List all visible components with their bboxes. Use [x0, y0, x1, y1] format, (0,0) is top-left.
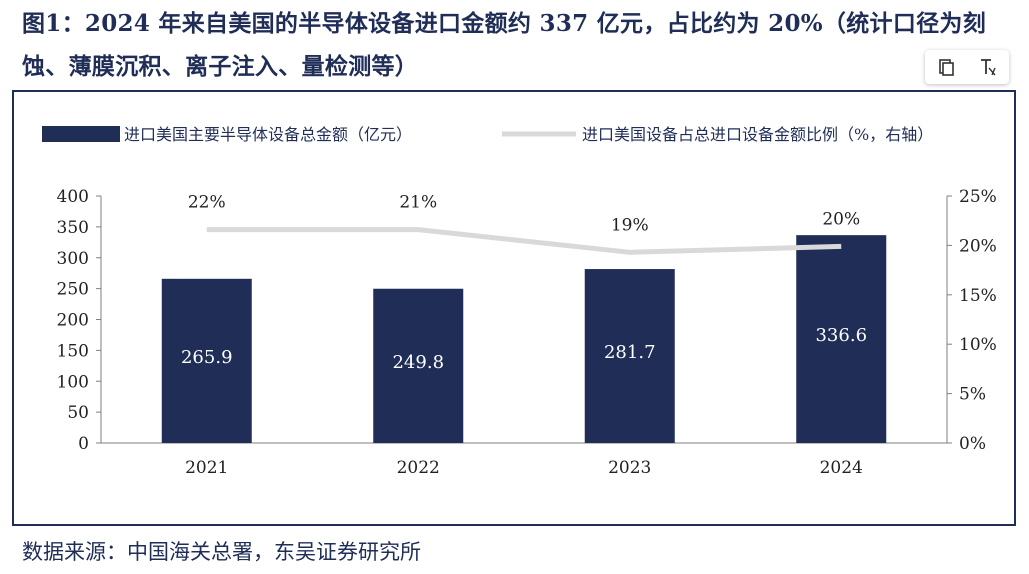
bar-2021: [161, 278, 252, 443]
y-right-tick-label: 10%: [959, 335, 997, 355]
y-left-tick-label: 0: [78, 434, 89, 454]
x-tick-label: 2023: [608, 458, 651, 478]
y-left-tick-label: 100: [57, 372, 89, 392]
y-left-tick-label: 150: [57, 341, 89, 361]
line-value-label: 19%: [611, 215, 649, 235]
bar-2023: [584, 269, 675, 443]
y-left-tick-label: 350: [57, 218, 89, 238]
bar-2022: [373, 288, 464, 443]
y-right-tick-label: 25%: [959, 187, 997, 207]
bar-value-label: 336.6: [815, 325, 867, 346]
ratio-line: [206, 227, 842, 255]
y-left-tick-label: 50: [67, 403, 89, 423]
x-tick-label: 2024: [820, 458, 863, 478]
chart-frame: 进口美国主要半导体设备总金额（亿元） 进口美国设备占总进口设备金额比例（%，右轴）…: [12, 90, 1016, 526]
copy-icon[interactable]: [933, 54, 959, 80]
floating-toolbar: [925, 50, 1009, 84]
y-left-tick-label: 300: [57, 249, 89, 269]
legend-label-bar: 进口美国主要半导体设备总金额（亿元）: [124, 125, 412, 144]
source-note: 数据来源：中国海关总署，东吴证券研究所: [22, 540, 421, 564]
line-value-label: 20%: [822, 209, 860, 229]
bar-value-label: 265.9: [181, 347, 233, 368]
y-right-tick-label: 15%: [959, 286, 997, 306]
line-value-label: 22%: [188, 193, 226, 213]
y-right-tick-label: 0%: [959, 434, 986, 454]
combo-chart: 进口美国主要半导体设备总金额（亿元） 进口美国设备占总进口设备金额比例（%，右轴）…: [42, 125, 997, 478]
translate-icon[interactable]: [975, 54, 1001, 80]
y-left-tick-label: 200: [57, 311, 89, 331]
bar-2024: [796, 235, 887, 443]
x-tick-label: 2021: [185, 458, 228, 478]
y-right-tick-label: 5%: [959, 385, 986, 405]
figure-title: 图1：2024 年来自美国的半导体设备进口金额约 337 亿元，占比约为 20%…: [22, 10, 987, 80]
bar-value-label: 281.7: [604, 342, 656, 363]
y-left-tick-label: 250: [57, 280, 89, 300]
x-tick-label: 2022: [397, 458, 440, 478]
y-left-tick-label: 400: [57, 187, 89, 207]
y-right-tick-label: 20%: [959, 236, 997, 256]
legend-label-line: 进口美国设备占总进口设备金额比例（%，右轴）: [582, 125, 933, 144]
line-value-label: 21%: [399, 193, 437, 213]
bar-value-label: 249.8: [392, 352, 444, 373]
legend-swatch-bar: [42, 126, 120, 142]
